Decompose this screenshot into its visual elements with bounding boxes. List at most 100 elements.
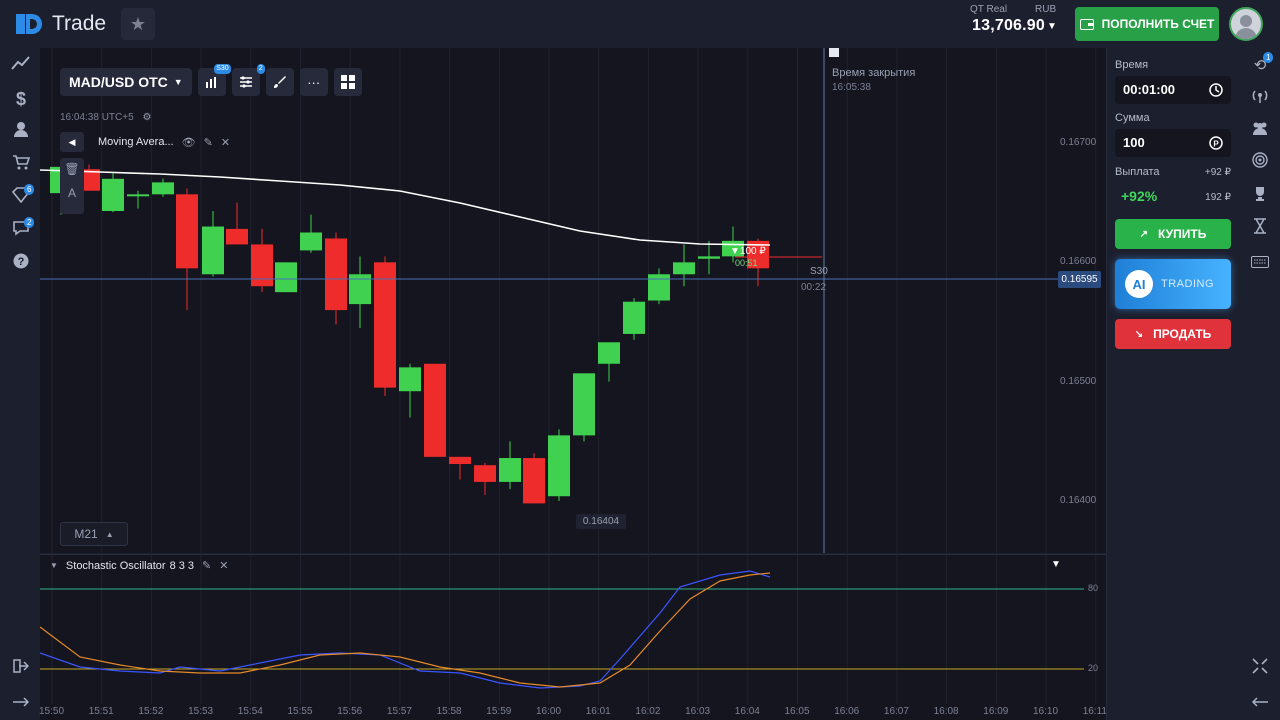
nav-user-icon[interactable] (10, 121, 32, 143)
account-type: QT Real (970, 4, 1008, 15)
asset-selector[interactable]: MAD/USD OTC ▼ (60, 68, 192, 96)
star-icon: ★ (129, 13, 147, 34)
more-icon: ··· (307, 74, 321, 90)
nav-chat-icon[interactable]: 2 (10, 217, 35, 242)
more-options-button[interactable]: ··· (299, 68, 328, 96)
server-time: 16:04:38 UTC+5 ⚙ (60, 112, 151, 123)
time-tick-label: 15:53 (188, 706, 214, 717)
candle-bull (623, 301, 645, 334)
svg-text:P: P (1213, 140, 1219, 149)
candle-bull (349, 274, 371, 305)
avatar[interactable] (1229, 7, 1263, 41)
drawing-tools-button[interactable] (265, 68, 294, 96)
community-icon[interactable] (1249, 120, 1271, 142)
time-value: 00:01:00 (1123, 82, 1176, 97)
candle-bull (127, 194, 149, 197)
time-input[interactable]: 00:01:00 (1115, 76, 1231, 104)
candle-bear (523, 458, 545, 504)
svg-text:?: ? (18, 256, 25, 268)
chart-type-button[interactable]: S30 (197, 64, 231, 96)
indicator-legend: ◀ Moving Avera... 👁 ✎ ✕ (60, 132, 230, 152)
time-axis: 15:50 15:51 15:52 15:53 15:54 15:55 15:56 15:57… (39, 704, 1107, 720)
candle-bear (226, 228, 248, 245)
favorite-star-button[interactable]: ★ (121, 8, 155, 40)
candle-bull (202, 226, 224, 275)
time-tick-label: 15:54 (237, 706, 263, 717)
arrow-up-right-icon: ↗ (1139, 228, 1149, 240)
left-nav: $ 6 2 ? (0, 48, 40, 720)
logout-icon[interactable] (10, 658, 32, 680)
time-tick-label: 16:06 (834, 706, 860, 717)
buy-button[interactable]: ↗ КУПИТЬ (1115, 219, 1231, 249)
stochastic-panel[interactable]: ▼ Stochastic Oscillator 8 3 3 ✎ ✕ ▼ 80 2… (40, 554, 1106, 705)
text-tool-icon[interactable]: A (67, 186, 76, 200)
timeframe-selector[interactable]: M21 ▲ (60, 522, 128, 546)
time-tick-label: 16:04 (734, 706, 760, 717)
expand-right-icon[interactable] (10, 692, 32, 714)
edit-icon[interactable]: ✎ (202, 560, 212, 572)
collapse-left-icon[interactable] (1249, 692, 1271, 714)
indicators-button[interactable]: 2 (231, 64, 265, 96)
payout-percent: +92% (1121, 188, 1158, 204)
hourglass-icon[interactable] (1249, 218, 1271, 240)
server-time-text: 16:04:38 UTC+5 (60, 112, 134, 123)
edit-icon[interactable]: ✎ (203, 136, 213, 149)
account-selector[interactable]: QT Real RUB 13,706.90 ▼ (960, 3, 1064, 43)
layout-button[interactable] (333, 68, 362, 96)
history-icon[interactable]: ⟲ 1 (1249, 52, 1274, 77)
nav-dollar-icon[interactable]: $ (15, 89, 26, 109)
caret-down-icon[interactable]: ▼ (50, 561, 58, 570)
sliders-icon (239, 76, 252, 88)
nav-diamond-icon[interactable]: 6 (10, 184, 35, 209)
history-badge: 1 (1263, 52, 1274, 63)
time-tick-label: 15:52 (138, 706, 164, 717)
payout-label: Выплата (1115, 166, 1160, 178)
keyboard-icon[interactable] (1249, 253, 1271, 275)
close-icon[interactable]: ✕ (219, 560, 229, 572)
ai-trading-label: TRADING (1161, 278, 1214, 290)
candle-bull (399, 367, 421, 392)
caret-up-icon: ▲ (105, 529, 114, 539)
nav-cart-icon[interactable] (10, 154, 32, 176)
ai-trading-button[interactable]: AI TRADING (1115, 259, 1231, 309)
deposit-label: ПОПОЛНИТЬ СЧЕТ (1101, 17, 1215, 31)
deposit-button[interactable]: ПОПОЛНИТЬ СЧЕТ (1075, 7, 1219, 41)
level-low-label: 20 (1088, 663, 1099, 673)
expiry-flag-icon (829, 48, 839, 57)
signal-icon[interactable] (1249, 88, 1271, 110)
close-icon[interactable]: ✕ (220, 136, 231, 149)
stochastic-params: 8 3 3 (169, 559, 195, 572)
right-nav: ⟲ 1 (1240, 48, 1280, 720)
time-tick-label: 16:11 (1082, 706, 1107, 717)
settings-gear-icon[interactable]: ⚙ (142, 112, 152, 123)
candle-bull (499, 458, 521, 482)
nav-chart-icon[interactable] (10, 55, 32, 77)
candle-bull (275, 262, 297, 293)
candle-bear (176, 194, 198, 269)
target-icon[interactable] (1249, 152, 1271, 174)
fullscreen-icon[interactable] (1249, 658, 1271, 680)
trade-timer: 00:51 (735, 258, 758, 268)
asset-name: MAD/USD OTC (69, 74, 168, 90)
time-tick-label: 15:50 (39, 706, 65, 717)
y-tick-label: 0.16400 (1060, 495, 1097, 506)
eye-icon[interactable]: 👁 (181, 136, 196, 149)
nav-help-icon[interactable]: ? (10, 253, 32, 275)
collapse-legend-button[interactable]: ◀ (60, 132, 84, 152)
buy-label: КУПИТЬ (1158, 227, 1207, 241)
time-tick-label: 15:57 (386, 706, 412, 717)
clock-icon[interactable] (1209, 76, 1223, 107)
price-chart[interactable]: 0.16700 0.16600 0.16500 0.16400 0.16595 … (40, 48, 1106, 553)
sell-button[interactable]: ↘ ПРОДАТЬ (1115, 319, 1231, 349)
logo-text: Trade (52, 12, 107, 35)
trash-icon[interactable]: 🗑 (64, 162, 80, 176)
trophy-icon[interactable] (1249, 186, 1271, 208)
amount-input[interactable]: 100 P (1115, 129, 1231, 157)
y-tick-label: 0.16600 (1060, 256, 1097, 267)
expiry-title: Время закрытия (832, 67, 916, 79)
collapse-panel-button[interactable]: ▼ (1051, 559, 1061, 570)
brush-icon (273, 76, 286, 88)
logo[interactable]: Trade (16, 12, 106, 36)
stochastic-d-line (40, 572, 771, 688)
price-chart-canvas[interactable] (40, 48, 1106, 553)
